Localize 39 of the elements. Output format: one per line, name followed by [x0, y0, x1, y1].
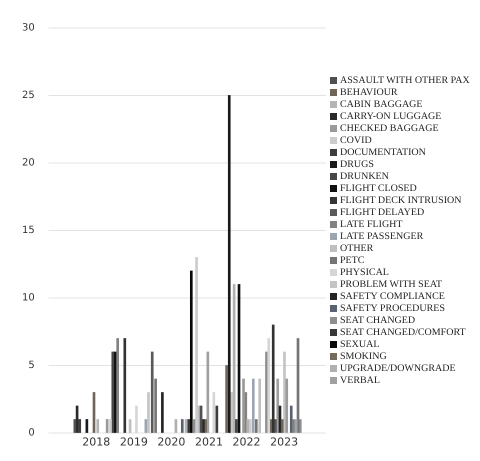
legend-label: LATE FLIGHT: [340, 219, 402, 230]
legend-label: SEXUAL: [340, 339, 380, 350]
legend-label: PROBLEM WITH SEAT: [340, 279, 442, 290]
y-tick-label: 15: [22, 225, 35, 236]
legend-label: DRUNKEN: [340, 171, 389, 182]
x-tick-label: 2023: [270, 435, 298, 448]
legend-label: CHECKED BAGGAGE: [340, 123, 439, 134]
y-tick-label: 0: [28, 428, 35, 439]
legend-label: DOCUMENTATION: [340, 147, 426, 158]
y-tick-label: 25: [22, 90, 35, 102]
legend-label: FLIGHT CLOSED: [340, 183, 417, 194]
x-tick-label: 2020: [157, 435, 186, 448]
x-tick-label: 2021: [194, 435, 223, 448]
y-tick-label: 10: [22, 292, 35, 304]
legend-label: CARRY-ON LUGGAGE: [340, 111, 442, 122]
y-tick-label: 30: [22, 22, 35, 34]
legend-label: DRUGS: [340, 159, 374, 170]
legend-label: UPGRADE/DOWNGRADE: [340, 363, 456, 374]
legend-label: PHYSICAL: [340, 267, 389, 278]
legend-label: FLIGHT DELAYED: [340, 207, 424, 218]
legend-label: SAFETY PROCEDURES: [340, 303, 445, 314]
legend-label: FLIGHT DECK INTRUSION: [340, 195, 462, 206]
y-tick-label: 5: [28, 360, 35, 372]
legend-label: BEHAVIOUR: [340, 87, 398, 98]
x-tick-label: 2019: [120, 435, 148, 448]
legend-label: SEAT CHANGED: [340, 315, 416, 326]
x-tick-label: 2022: [232, 435, 261, 448]
legend-label: LATE PASSENGER: [340, 231, 424, 242]
legend-label: VERBAL: [340, 375, 380, 386]
y-tick-label: 20: [22, 158, 35, 169]
legend-label: CABIN BAGGAGE: [340, 99, 422, 110]
legend-label: SMOKING: [340, 351, 387, 362]
legend-label: SAFETY COMPLIANCE: [340, 291, 445, 302]
legend-label: PETC: [340, 255, 364, 266]
x-tick-label: 2018: [82, 435, 110, 448]
legend-label: COVID: [340, 135, 372, 146]
legend-label: SEAT CHANGED/COMFORT: [340, 327, 466, 338]
legend-label: ASSAULT WITH OTHER PAX: [340, 75, 470, 86]
legend-label: OTHER: [340, 243, 374, 254]
